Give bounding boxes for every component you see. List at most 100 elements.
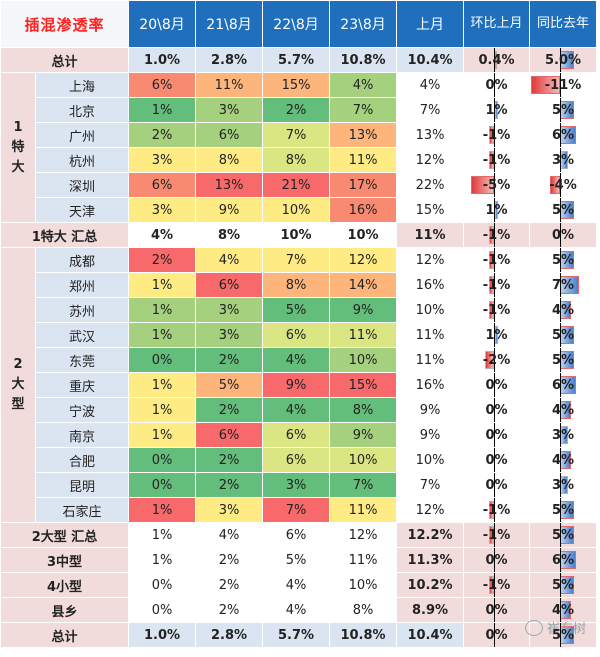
negative-bar [489, 526, 494, 544]
negative-bar [489, 226, 494, 244]
value-cell: 10.4% [396, 47, 465, 73]
value-cell: 7% [396, 472, 465, 498]
change-value: 5% [551, 577, 575, 593]
change-value: 6% [551, 377, 575, 393]
value-cell: 1% [128, 522, 197, 548]
value-cell: 10% [329, 222, 398, 248]
value-cell: 7% [262, 497, 331, 523]
zero-axis [560, 373, 562, 397]
value-cell: 10% [262, 197, 331, 223]
mom-change-cell: -1% [463, 122, 531, 148]
mom-change-cell: 0% [463, 422, 531, 448]
negative-bar [489, 301, 494, 319]
change-value: 4% [551, 452, 575, 468]
yoy-change-cell: 4% [529, 447, 598, 473]
mom-change-cell: 0% [463, 597, 531, 623]
column-header: 20\8月 [128, 0, 197, 48]
zero-axis [493, 448, 495, 472]
change-value: 1% [485, 202, 508, 218]
value-cell: 3% [195, 322, 264, 348]
value-cell: 2% [195, 572, 264, 598]
city-name: 合肥 [34, 447, 130, 473]
row-label: 3中型 [0, 547, 130, 573]
change-value: -1% [482, 527, 511, 543]
negative-bar [489, 126, 494, 144]
value-cell: 6% [262, 447, 331, 473]
zero-axis [493, 98, 495, 122]
value-cell: 8% [262, 147, 331, 173]
table-row: 合肥 0% 2% 6% 10% 10% 0% 4% [1, 447, 598, 473]
zero-axis [560, 348, 562, 372]
value-cell: 5% [262, 297, 331, 323]
value-cell: 13% [396, 122, 465, 148]
change-value: 1% [485, 327, 508, 343]
table-row: 宁波 1% 2% 4% 8% 9% 0% 4% [1, 397, 598, 423]
zero-axis [493, 423, 495, 447]
negative-bar [489, 151, 494, 169]
value-cell: 11% [195, 72, 264, 98]
yoy-change-cell: 5% [529, 322, 598, 348]
zero-axis [493, 473, 495, 497]
value-cell: 11% [329, 547, 398, 573]
zero-axis [560, 198, 562, 222]
change-value: -5% [482, 177, 511, 193]
change-value: -1% [482, 577, 511, 593]
zero-axis [493, 273, 495, 297]
zero-axis [493, 523, 495, 547]
total-row: 总计 1.0% 2.8% 5.7% 10.8% 10.4% 0.4% 5.0% [0, 47, 598, 73]
value-cell: 12% [329, 522, 398, 548]
value-cell: 2.8% [195, 47, 264, 73]
change-value: 5% [551, 527, 575, 543]
yoy-change-cell: 6% [529, 372, 598, 398]
value-cell: 14% [329, 272, 398, 298]
value-cell: 10% [329, 347, 398, 373]
value-cell: 10.2% [396, 572, 465, 598]
zero-axis [560, 248, 562, 272]
row-label: 总计 [0, 47, 130, 73]
change-value: 0.4% [478, 52, 515, 68]
value-cell: 6% [128, 172, 197, 198]
value-cell: 11% [396, 347, 465, 373]
city-name: 重庆 [34, 372, 130, 398]
value-cell: 6% [128, 72, 197, 98]
zero-axis [493, 148, 495, 172]
value-cell: 10% [396, 447, 465, 473]
subtotal-row: 4小型 0% 2% 4% 10% 10.2% -1% 5% [0, 572, 598, 598]
zero-axis [560, 73, 562, 97]
value-cell: 0% [128, 447, 197, 473]
value-cell: 4% [195, 247, 264, 273]
value-cell: 2% [262, 97, 331, 123]
subtotal-row: 县乡 0% 2% 4% 8% 8.9% 0% 4% [0, 597, 598, 623]
negative-bar [489, 576, 494, 594]
zero-axis [493, 373, 495, 397]
change-value: -1% [482, 152, 511, 168]
value-cell: 7% [329, 472, 398, 498]
zero-axis [493, 598, 495, 622]
change-value: 5.0% [544, 52, 582, 68]
zero-axis [493, 323, 495, 347]
city-name: 郑州 [34, 272, 130, 298]
value-cell: 9% [329, 297, 398, 323]
table-row: 东莞 0% 2% 4% 10% 11% -2% 5% [1, 347, 598, 373]
value-cell: 4% [262, 572, 331, 598]
zero-axis [493, 623, 495, 647]
change-value: -1% [482, 302, 511, 318]
city-name: 上海 [34, 72, 130, 98]
change-value: -2% [482, 352, 511, 368]
zero-axis [560, 498, 562, 522]
column-header: 环比上月 [463, 0, 531, 48]
value-cell: 6% [195, 422, 264, 448]
row-label: 4小型 [0, 572, 130, 598]
value-cell: 11% [396, 222, 465, 248]
zero-axis [493, 48, 495, 72]
value-cell: 0% [128, 597, 197, 623]
value-cell: 8% [329, 397, 398, 423]
value-cell: 4% [128, 222, 197, 248]
city-name: 石家庄 [34, 497, 130, 523]
city-name: 杭州 [34, 147, 130, 173]
value-cell: 7% [262, 122, 331, 148]
city-name: 南京 [34, 422, 130, 448]
group-label-char: 1 [13, 119, 23, 135]
table-row: 苏州 1% 3% 5% 9% 10% -1% 4% [1, 297, 598, 323]
zero-axis [493, 573, 495, 597]
